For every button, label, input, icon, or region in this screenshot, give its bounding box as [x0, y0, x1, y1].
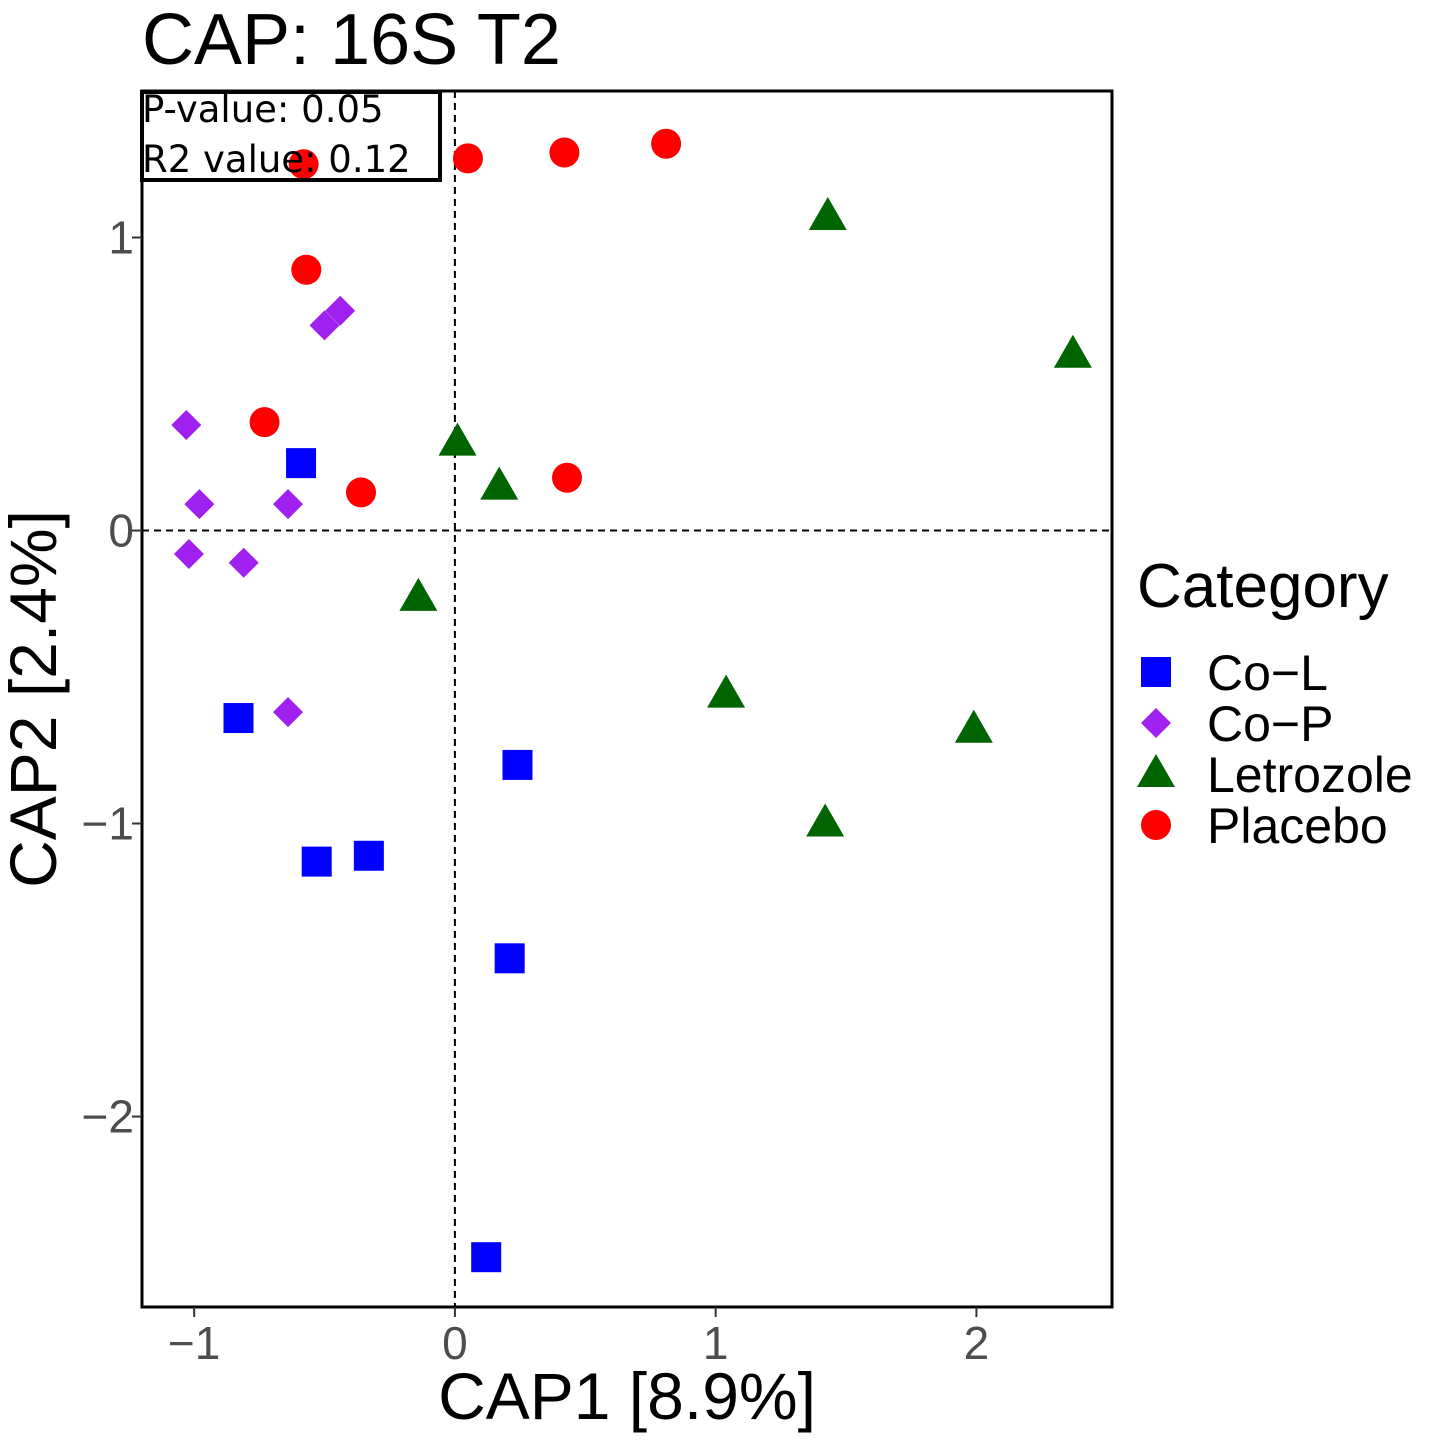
data-point-square-2: [223, 703, 254, 734]
x-tick-label: −1: [168, 1317, 220, 1369]
data-point-circle-3: [452, 143, 483, 174]
data-point-triangle-8: [806, 803, 845, 837]
data-point-diamond-1: [325, 295, 356, 326]
data-point-circle-5: [291, 254, 322, 285]
data-point-square-7: [471, 1242, 502, 1273]
legend-label: Co−L: [1207, 645, 1328, 701]
data-point-circle-2: [549, 137, 580, 168]
data-point-triangle-6: [707, 674, 746, 708]
data-point-diamond-7: [228, 547, 259, 578]
legend-label: Letrozole: [1207, 747, 1413, 803]
legend-key-square: [1141, 657, 1171, 687]
data-point-circle-4: [288, 149, 319, 180]
data-point-square-1: [286, 448, 317, 479]
series-circle: [249, 128, 682, 508]
x-tick-label: 2: [964, 1317, 990, 1369]
legend-item-square: Co−L: [1141, 645, 1328, 701]
y-axis-title: CAP2 [2.4%]: [0, 510, 70, 888]
data-point-diamond-6: [173, 538, 204, 569]
series-triangle: [399, 196, 1092, 837]
data-point-triangle-7: [954, 709, 993, 743]
plot-frame: [140, 89, 1114, 1309]
y-tick-label: −2: [82, 1091, 134, 1143]
data-point-diamond-3: [171, 410, 202, 441]
x-axis-title: CAP1 [8.9%]: [438, 1359, 816, 1433]
x-tick-label: 1: [703, 1317, 729, 1369]
stats-annotation: P-value: 0.05 R2 value: 0.12: [140, 88, 442, 182]
data-point-diamond-2: [309, 310, 340, 341]
y-tick-label: 1: [108, 212, 134, 264]
legend-item-triangle: Letrozole: [1137, 747, 1413, 803]
data-point-diamond-8: [273, 697, 304, 728]
legend-key-circle: [1141, 810, 1171, 840]
y-tick-label: −1: [82, 798, 134, 850]
data-point-triangle-5: [399, 577, 438, 611]
legend-key-triangle: [1137, 754, 1175, 787]
y-axis: −2 −1 0 1: [82, 212, 142, 1143]
data-point-circle-1: [651, 128, 682, 159]
plot-area: [140, 89, 1114, 1309]
legend-label: Placebo: [1207, 798, 1388, 854]
chart-title: CAP: 16S T2: [142, 0, 561, 80]
legend-item-circle: Placebo: [1141, 798, 1388, 854]
x-axis: −1 0 1 2: [168, 1307, 989, 1369]
data-point-square-5: [353, 840, 384, 871]
series-square: [223, 448, 533, 1273]
data-points: [171, 128, 1092, 1273]
data-point-triangle-3: [438, 422, 477, 456]
data-point-square-6: [494, 943, 525, 974]
data-point-circle-7: [346, 477, 377, 508]
data-point-triangle-4: [480, 466, 519, 500]
data-point-diamond-4: [184, 489, 215, 520]
data-point-triangle-2: [1053, 334, 1092, 368]
y-tick-label: 0: [108, 505, 134, 557]
stats-annotation-frame: [140, 90, 442, 182]
data-point-square-4: [301, 846, 332, 877]
series-diamond: [171, 295, 356, 728]
data-point-square-3: [502, 749, 533, 780]
data-point-circle-6: [249, 407, 280, 438]
legend-label: Co−P: [1207, 696, 1333, 752]
legend-title: Category: [1137, 552, 1389, 621]
r2-value-text: R2 value: 0.12: [142, 138, 411, 181]
legend-item-diamond: Co−P: [1141, 696, 1333, 752]
p-value-text: P-value: 0.05: [142, 88, 384, 131]
data-point-diamond-5: [273, 489, 304, 520]
data-point-triangle-1: [808, 196, 847, 230]
x-tick-label: 0: [442, 1317, 468, 1369]
data-point-circle-8: [552, 462, 583, 493]
legend-key-diamond: [1141, 708, 1171, 738]
